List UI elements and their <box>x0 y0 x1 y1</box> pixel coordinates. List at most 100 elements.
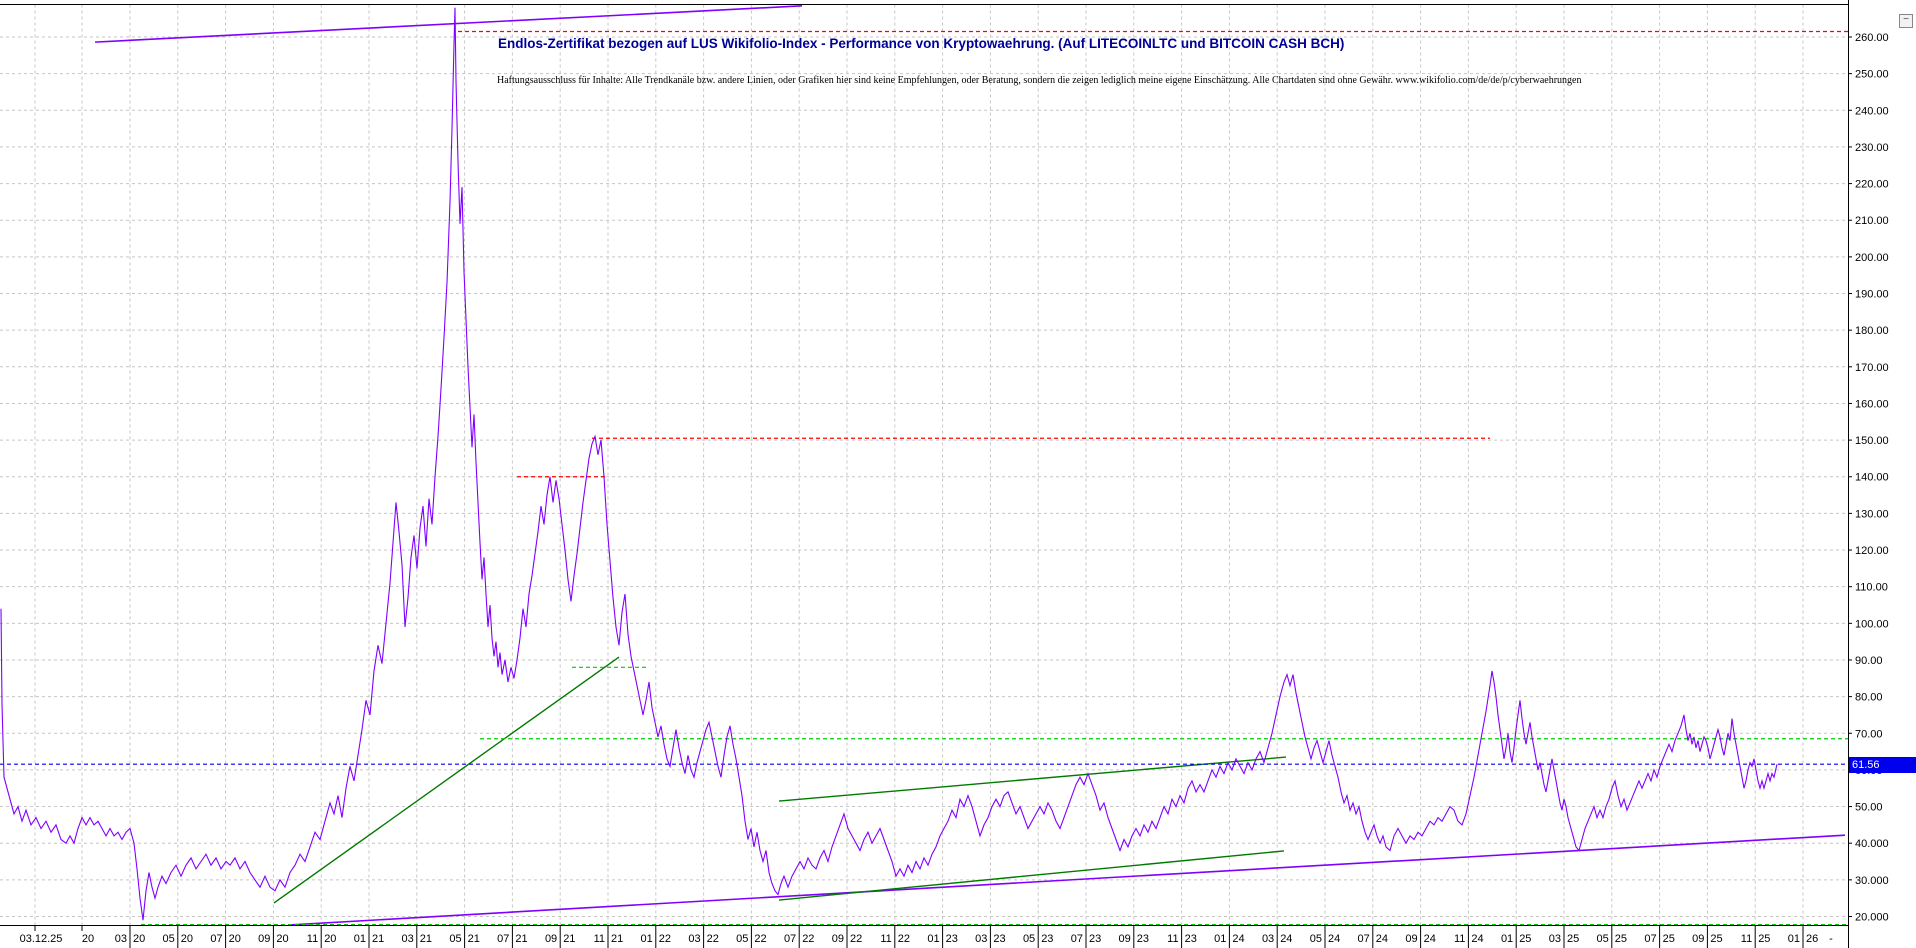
green-trendline-2020-2021 <box>273 656 620 904</box>
x-tick-year: 20 <box>276 933 288 945</box>
y-tick-label: 160.00 <box>1855 398 1889 410</box>
y-tick-label: 140.00 <box>1855 472 1889 484</box>
x-tick-year: 23 <box>946 933 958 945</box>
x-tick-year: 24 <box>1280 933 1292 945</box>
x-tick-month: 09 <box>1119 933 1131 945</box>
x-tick-month: 05 <box>1023 933 1035 945</box>
y-tick-label: 40.000 <box>1855 838 1889 850</box>
x-tick-year: 25 <box>1758 933 1770 945</box>
x-tick-month: 03 <box>1262 933 1274 945</box>
x-tick-month: 09 <box>258 933 270 945</box>
y-tick-label: 180.00 <box>1855 325 1889 337</box>
y-tick-label: 100.00 <box>1855 618 1889 630</box>
x-tick-year: 21 <box>468 933 480 945</box>
chart-disclaimer: Haftungsausschluss für Inhalte: Alle Tre… <box>497 75 1582 86</box>
x-tick-month: 05 <box>1597 933 1609 945</box>
x-tick-month: 01 <box>1214 933 1226 945</box>
x-tick-month: 05 <box>449 933 461 945</box>
x-tick-month: 11 <box>307 933 318 945</box>
x-tick-month: 07 <box>210 933 222 945</box>
x-tick-month: 05 <box>163 933 175 945</box>
upper-purple-trendline <box>94 5 803 43</box>
x-trailing-label: - <box>1829 933 1833 945</box>
x-tick-year: 22 <box>898 933 910 945</box>
x-tick-month: 09 <box>545 933 557 945</box>
collapse-button[interactable]: − <box>1899 14 1913 28</box>
x-tick-month: 01 <box>354 933 366 945</box>
x-tick-year: 24 <box>1471 933 1483 945</box>
x-tick-year: 21 <box>611 933 623 945</box>
x-lead-label: 03.12.25 <box>20 933 63 945</box>
x-tick-year: 25 <box>1615 933 1627 945</box>
lower-purple-trendline <box>289 834 1846 926</box>
y-tick-label: 150.00 <box>1855 435 1889 447</box>
x-tick-month: 03 <box>402 933 414 945</box>
x-tick-year: 25 <box>1519 933 1531 945</box>
x-tick-year: 25 <box>1567 933 1579 945</box>
x-tick-month: 03 <box>975 933 987 945</box>
x-tick-year: 23 <box>993 933 1005 945</box>
x-tick-year: 21 <box>515 933 527 945</box>
x-tick-year: 20 <box>229 933 241 945</box>
x-tick-year: 21 <box>563 933 575 945</box>
x-tick-month: 01 <box>1501 933 1513 945</box>
x-tick-month: 07 <box>1358 933 1370 945</box>
chart-title: Endlos-Zertifikat bezogen auf LUS Wikifo… <box>498 36 1345 51</box>
x-tick-month: 07 <box>1071 933 1083 945</box>
x-tick-month: 01 <box>927 933 939 945</box>
x-tick-year: 26 <box>1806 933 1818 945</box>
y-tick-label: 190.00 <box>1855 289 1889 301</box>
x-tick-month: 03 <box>688 933 700 945</box>
x-tick-year: 22 <box>659 933 671 945</box>
x-tick-month: 03 <box>1549 933 1561 945</box>
y-tick-label: 110.00 <box>1855 582 1888 594</box>
y-tick-label: 250.00 <box>1855 69 1889 81</box>
green-channel-top <box>778 756 1287 802</box>
x-tick-month: 11 <box>1454 933 1465 945</box>
x-tick-month: 05 <box>1310 933 1322 945</box>
x-tick-year: 24 <box>1424 933 1436 945</box>
x-tick-year: 20 <box>324 933 336 945</box>
x-tick-month: 11 <box>594 933 605 945</box>
y-tick-label: 70.00 <box>1855 728 1883 740</box>
y-tick-label: 210.00 <box>1855 215 1889 227</box>
x-tick-month: 11 <box>1167 933 1178 945</box>
y-tick-label: 20.000 <box>1855 912 1889 924</box>
x-tick-year: 21 <box>420 933 432 945</box>
x-tick-year: 20 <box>133 933 145 945</box>
x-tick-year: 24 <box>1232 933 1244 945</box>
x-tick-month: 09 <box>1692 933 1704 945</box>
x-tick-year: 22 <box>802 933 814 945</box>
x-tick-month: 01 <box>1788 933 1800 945</box>
x-tick-year: 21 <box>372 933 384 945</box>
x-tick-year: 25 <box>1663 933 1675 945</box>
y-tick-label: 120.00 <box>1855 545 1889 557</box>
y-tick-label: 80.00 <box>1855 692 1883 704</box>
x-lead-label: 20 <box>82 933 94 945</box>
x-tick-year: 23 <box>1137 933 1149 945</box>
x-tick-month: 05 <box>736 933 748 945</box>
x-tick-month: 09 <box>832 933 844 945</box>
y-tick-label: 260.00 <box>1855 32 1889 44</box>
x-tick-year: 23 <box>1185 933 1197 945</box>
y-tick-label: 170.00 <box>1855 362 1889 374</box>
x-tick-month: 09 <box>1405 933 1417 945</box>
y-tick-label: 130.00 <box>1855 508 1889 520</box>
x-tick-year: 22 <box>754 933 766 945</box>
x-tick-year: 23 <box>1089 933 1101 945</box>
y-tick-label: 90.00 <box>1855 655 1883 667</box>
y-tick-label: 50.00 <box>1855 802 1883 814</box>
x-tick-month: 07 <box>497 933 509 945</box>
y-tick-label: 230.00 <box>1855 142 1889 154</box>
x-tick-year: 25 <box>1710 933 1722 945</box>
y-tick-label: 30.000 <box>1855 875 1889 887</box>
x-tick-month: 07 <box>1644 933 1656 945</box>
price-line <box>0 7 1778 921</box>
x-tick-year: 22 <box>707 933 719 945</box>
x-tick-month: 11 <box>1741 933 1752 945</box>
y-tick-label: 220.00 <box>1855 179 1889 191</box>
x-tick-month: 03 <box>115 933 127 945</box>
y-tick-label: 240.00 <box>1855 105 1889 117</box>
